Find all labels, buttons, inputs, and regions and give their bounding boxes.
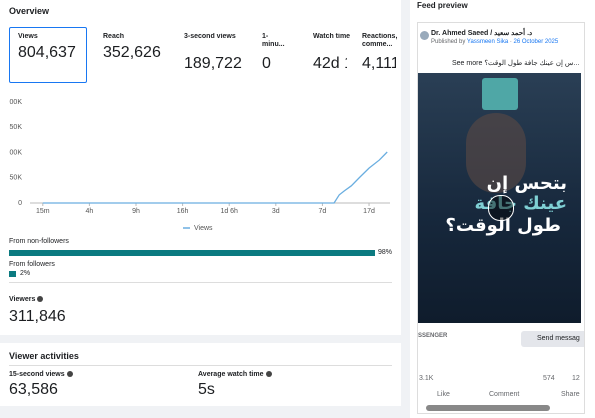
text: Viewers: [9, 296, 36, 303]
metric-value[interactable]: 189,722: [184, 55, 242, 72]
video-text: طول الوقت؟: [445, 215, 561, 236]
value: 98%: [378, 249, 393, 256]
legend-label: Views: [194, 225, 213, 232]
play-button[interactable]: [488, 195, 514, 221]
x-tick-label: 3d: [272, 208, 280, 215]
divider: [9, 365, 392, 366]
title: Feed preview: [417, 1, 468, 10]
x-tick-label: 15m: [36, 208, 50, 215]
x-tick-label: 16h: [177, 208, 189, 215]
text: Yassmeen Sika: [466, 39, 509, 45]
metric-label: Watch time: [313, 33, 351, 40]
metric-label: Views: [18, 33, 38, 40]
text: Published by: [431, 39, 466, 45]
post: Dr. Ahmed Saeed / د. أحمد سعيد Published…: [417, 22, 585, 414]
value: 2%: [20, 270, 31, 277]
value: 311,846: [9, 308, 66, 325]
y-tick-label: 50K: [10, 124, 23, 131]
label: From non-followers: [9, 238, 69, 245]
like-button[interactable]: Like: [437, 391, 450, 398]
bar: [9, 271, 16, 277]
y-tick-label: 00K: [10, 149, 23, 156]
overview-card: Overview Views 804,637 Reach 352,626 3-secon…: [0, 0, 401, 335]
text: ...س إن عينك جافة طول الوقت؟: [484, 60, 580, 67]
chart: 00K 50K 00K 50K 0 15m 4h 9h 16h 1d 6h 3d 7d 17d Views: [10, 99, 390, 232]
logo: [482, 78, 518, 110]
label: From followers: [9, 261, 55, 268]
y-tick-label: 00K: [10, 99, 23, 106]
metric-label: 3-second views: [184, 33, 236, 40]
cta-button[interactable]: Send messag: [521, 331, 584, 347]
person: [466, 113, 526, 193]
metric-value[interactable]: 42d 1: [313, 55, 347, 72]
scrollbar[interactable]: [426, 405, 550, 411]
metric-value[interactable]: 0: [262, 55, 271, 72]
metric-label: 1-minu...: [262, 33, 285, 48]
label: Viewers: [9, 296, 44, 304]
title: Viewer activities: [9, 351, 79, 361]
metric-label: Reactions, comme...: [362, 33, 398, 48]
y-tick-label: 0: [18, 200, 22, 207]
line: [42, 151, 388, 204]
label: Average watch time: [198, 371, 272, 379]
bar: [9, 250, 375, 256]
feed-panel: Feed preview Dr. Ahmed Saeed / د. أحمد س…: [410, 0, 595, 418]
avatar: [420, 31, 429, 40]
y-tick-label: 50K: [10, 175, 23, 182]
cta-text: SSENGER: [418, 333, 448, 339]
metric-value: 804,637: [18, 44, 76, 61]
x-tick-label: 9h: [132, 208, 140, 215]
value: 5s: [198, 381, 215, 398]
comments: 574: [543, 375, 555, 382]
text: Average watch time: [198, 371, 264, 378]
metric-value[interactable]: 352,626: [103, 44, 161, 61]
page-name: Dr. Ahmed Saeed / د. أحمد سعيد: [431, 30, 533, 37]
metric-value[interactable]: 4,111: [362, 55, 396, 72]
value: 63,586: [9, 381, 58, 398]
link[interactable]: See more: [452, 60, 483, 67]
comment-button[interactable]: Comment: [489, 391, 520, 398]
divider: [9, 282, 392, 283]
caption: See more ...س إن عينك جافة طول الوقت؟: [452, 59, 579, 67]
text: 26 October 2025: [513, 39, 559, 45]
metric-label: Reach: [103, 33, 125, 40]
video-text: بتحس إن: [486, 173, 567, 194]
x-tick-label: 7d: [319, 208, 327, 215]
activities-card: Viewer activities 15-second views 63,586…: [0, 343, 401, 406]
x-tick-label: 17d: [363, 208, 375, 215]
meta: Published by Yassmeen Sika · 26 October …: [431, 39, 559, 45]
label: 15-second views: [9, 371, 73, 379]
title: Overview: [9, 6, 50, 16]
x-tick-label: 1d 6h: [220, 208, 238, 215]
text: 15-second views: [9, 371, 65, 378]
reactions: 3.1K: [419, 375, 434, 382]
share-button[interactable]: Share: [561, 391, 580, 398]
metric-selected[interactable]: [9, 27, 87, 83]
video[interactable]: بتحس إن عينك جافة طول الوقت؟: [418, 73, 581, 323]
shares: 12: [572, 375, 580, 382]
x-tick-label: 4h: [86, 208, 94, 215]
